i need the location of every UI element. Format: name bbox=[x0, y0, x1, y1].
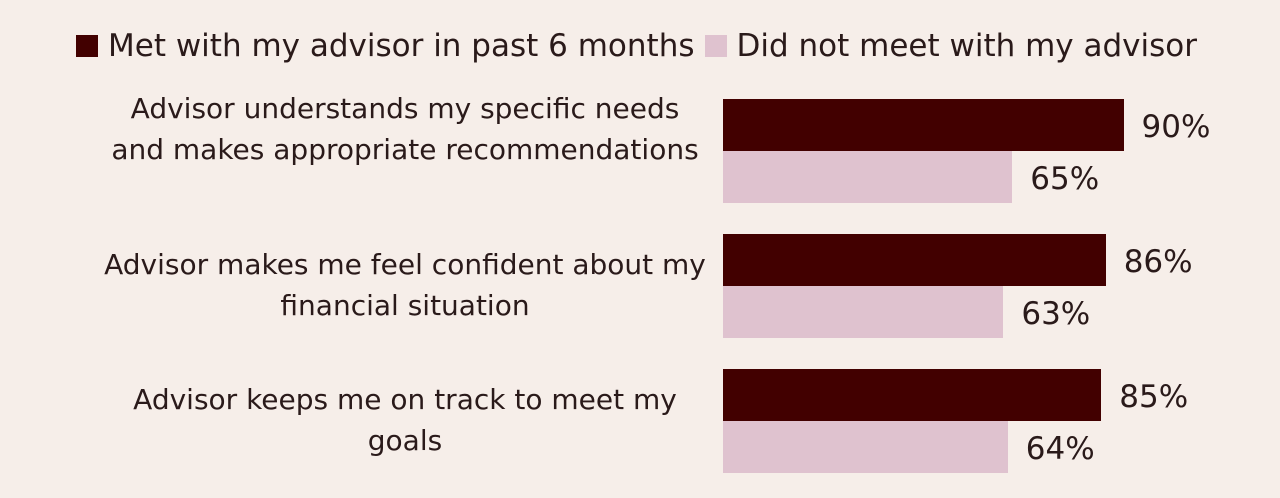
legend-item-met: Met with my advisor in past 6 months bbox=[76, 28, 695, 64]
bar-confident-not-met bbox=[723, 286, 1004, 338]
value-label-on-track-not-met: 64% bbox=[1025, 431, 1095, 467]
category-label-on-track: Advisor keeps me on track to meet my goa… bbox=[133, 383, 677, 457]
value-label-confident-met: 86% bbox=[1123, 244, 1193, 280]
value-label-needs-met: 90% bbox=[1141, 109, 1211, 145]
legend: Met with my advisor in past 6 months Did… bbox=[76, 28, 1207, 64]
legend-swatch-not-met bbox=[704, 35, 727, 57]
legend-swatch-met bbox=[76, 35, 98, 57]
value-label-needs-not-met: 65% bbox=[1030, 161, 1100, 197]
value-label-confident-not-met: 63% bbox=[1021, 296, 1091, 332]
legend-label-met: Met with my advisor in past 6 months bbox=[108, 28, 695, 64]
bar-confident-met bbox=[723, 234, 1106, 286]
value-label-on-track-met: 85% bbox=[1119, 379, 1189, 415]
legend-item-not-met: Did not meet with my advisor bbox=[704, 28, 1198, 64]
category-label-confident: Advisor makes me feel confident about my… bbox=[104, 248, 706, 322]
category-label-needs: Advisor understands my specific needs an… bbox=[111, 92, 699, 166]
bar-on-track-not-met bbox=[723, 421, 1008, 473]
bar-needs-met bbox=[723, 99, 1124, 151]
bar-needs-not-met bbox=[723, 151, 1013, 203]
bar-on-track-met bbox=[723, 369, 1102, 421]
legend-label-not-met: Did not meet with my advisor bbox=[736, 28, 1198, 64]
